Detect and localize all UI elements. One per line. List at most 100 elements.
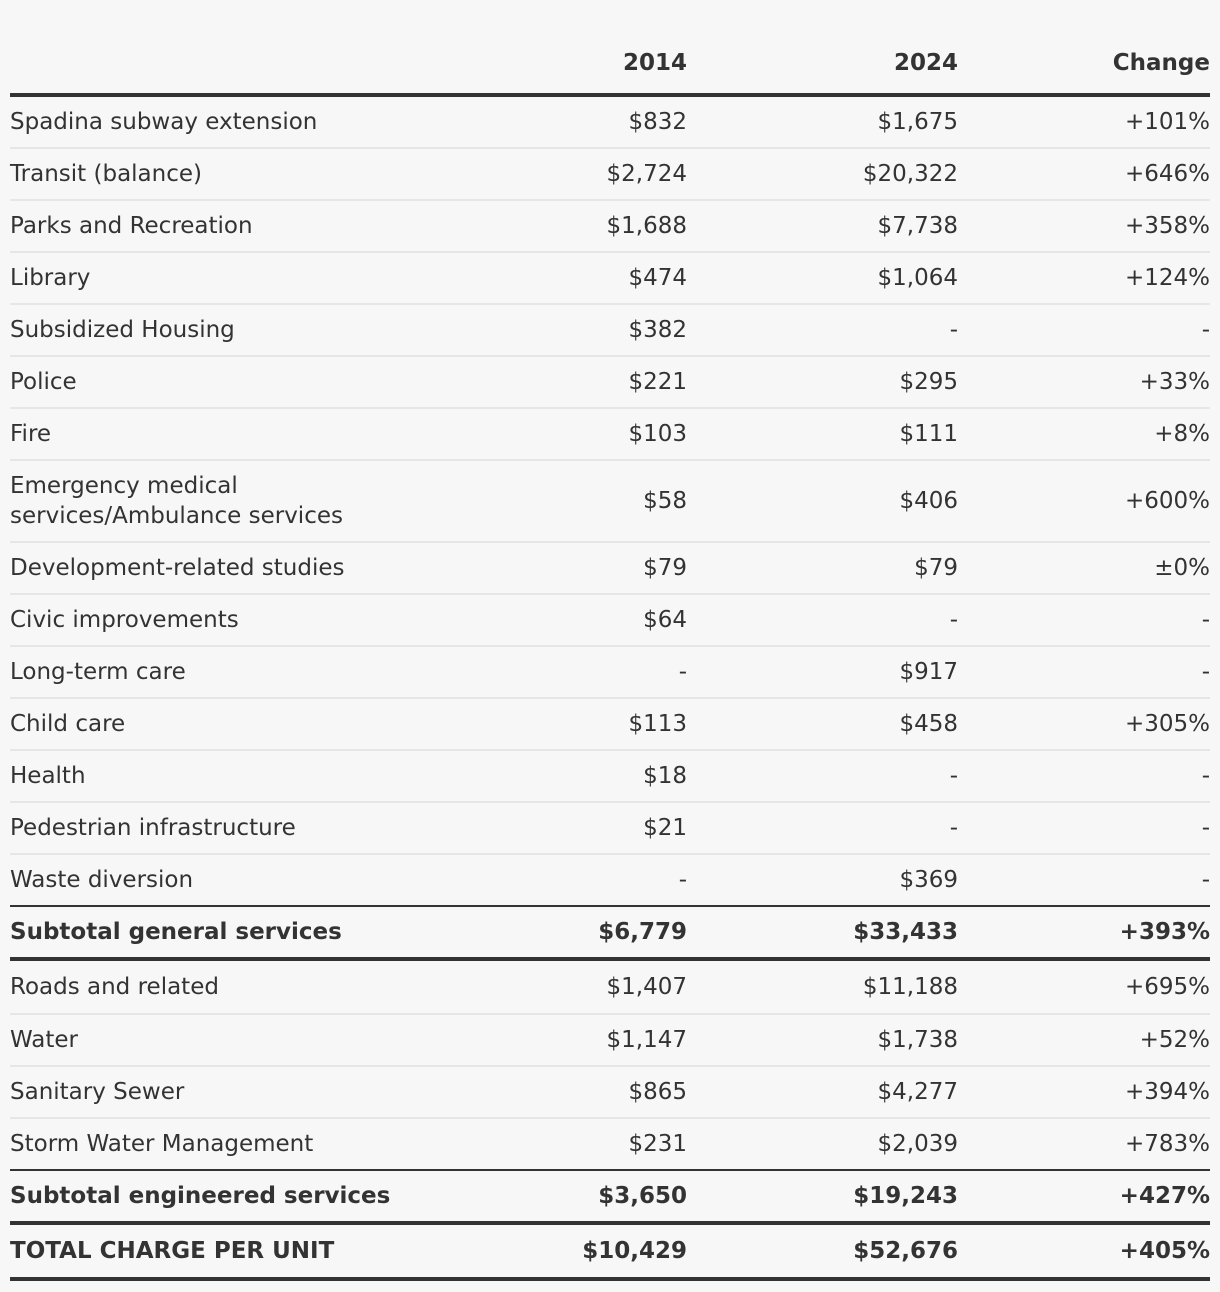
table-row: Library $474 $1,064 +124% xyxy=(10,252,1210,305)
row-label: Parks and Recreation xyxy=(10,200,530,253)
value-2014: $1,147 xyxy=(530,1014,687,1067)
value-2014: $1,407 xyxy=(530,959,687,1015)
value-2024: $2,039 xyxy=(687,1118,958,1171)
development-charges-table: 2014 2024 Change Spadina subway extensio… xyxy=(10,0,1210,1281)
value-change: +600% xyxy=(958,460,1210,543)
row-label: Fire xyxy=(10,408,530,461)
value-2024: $11,188 xyxy=(687,959,958,1015)
value-2024: $1,675 xyxy=(687,95,958,149)
value-2014: $474 xyxy=(530,252,687,305)
row-label: Health xyxy=(10,750,530,803)
value-change: - xyxy=(958,854,1210,907)
charges-table-container: 2014 2024 Change Spadina subway extensio… xyxy=(10,0,1210,1281)
value-change: +646% xyxy=(958,148,1210,201)
value-change: - xyxy=(958,304,1210,357)
table-row: Roads and related $1,407 $11,188 +695% xyxy=(10,959,1210,1015)
table-row: Water $1,147 $1,738 +52% xyxy=(10,1014,1210,1067)
value-change: +695% xyxy=(958,959,1210,1015)
table-header-row: 2014 2024 Change xyxy=(10,0,1210,97)
table-row: Emergency medical services/Ambulance ser… xyxy=(10,460,1210,543)
value-2024: $406 xyxy=(687,460,958,543)
row-label: Storm Water Management xyxy=(10,1118,530,1171)
row-label: Subtotal general services xyxy=(10,906,530,961)
value-2024: $33,433 xyxy=(687,906,958,961)
table-row: Development-related studies $79 $79 ±0% xyxy=(10,542,1210,595)
table-row: Health $18 - - xyxy=(10,750,1210,803)
value-change: +783% xyxy=(958,1118,1210,1171)
value-change: - xyxy=(958,646,1210,699)
subtotal-engineered-row: Subtotal engineered services $3,650 $19,… xyxy=(10,1170,1210,1225)
table-row: Sanitary Sewer $865 $4,277 +394% xyxy=(10,1066,1210,1119)
value-change: - xyxy=(958,802,1210,855)
value-2024: $20,322 xyxy=(687,148,958,201)
row-label: Long-term care xyxy=(10,646,530,699)
header-change: Change xyxy=(958,0,1210,97)
value-change: ±0% xyxy=(958,542,1210,595)
value-2014: $18 xyxy=(530,750,687,803)
total-row: TOTAL CHARGE PER UNIT $10,429 $52,676 +4… xyxy=(10,1223,1210,1281)
table-row: Police $221 $295 +33% xyxy=(10,356,1210,409)
value-change: - xyxy=(958,594,1210,647)
table-row: Parks and Recreation $1,688 $7,738 +358% xyxy=(10,200,1210,253)
value-change: +394% xyxy=(958,1066,1210,1119)
value-2014: $1,688 xyxy=(530,200,687,253)
value-change: +124% xyxy=(958,252,1210,305)
table-row: Fire $103 $111 +8% xyxy=(10,408,1210,461)
value-2014: $58 xyxy=(530,460,687,543)
value-2014: - xyxy=(530,646,687,699)
table-row: Subsidized Housing $382 - - xyxy=(10,304,1210,357)
value-2014: $113 xyxy=(530,698,687,751)
table-row: Civic improvements $64 - - xyxy=(10,594,1210,647)
table-row: Storm Water Management $231 $2,039 +783% xyxy=(10,1118,1210,1171)
row-label: Spadina subway extension xyxy=(10,95,530,149)
table-row: Transit (balance) $2,724 $20,322 +646% xyxy=(10,148,1210,201)
value-2014: $382 xyxy=(530,304,687,357)
value-2014: $64 xyxy=(530,594,687,647)
row-label: Library xyxy=(10,252,530,305)
value-2014: $832 xyxy=(530,95,687,149)
header-2014: 2014 xyxy=(530,0,687,97)
row-label: Transit (balance) xyxy=(10,148,530,201)
value-2014: $21 xyxy=(530,802,687,855)
header-category xyxy=(10,0,530,97)
value-change: +101% xyxy=(958,95,1210,149)
value-2024: $52,676 xyxy=(687,1223,958,1281)
value-2014: $6,779 xyxy=(530,906,687,961)
value-change: - xyxy=(958,750,1210,803)
row-label: Sanitary Sewer xyxy=(10,1066,530,1119)
row-label: Development-related studies xyxy=(10,542,530,595)
value-2024: - xyxy=(687,304,958,357)
value-2024: $1,064 xyxy=(687,252,958,305)
value-change: +427% xyxy=(958,1170,1210,1225)
row-label: Waste diversion xyxy=(10,854,530,907)
table-row: Pedestrian infrastructure $21 - - xyxy=(10,802,1210,855)
row-label: Civic improvements xyxy=(10,594,530,647)
value-2024: $79 xyxy=(687,542,958,595)
value-2024: $19,243 xyxy=(687,1170,958,1225)
value-2024: - xyxy=(687,594,958,647)
value-change: +393% xyxy=(958,906,1210,961)
value-change: +52% xyxy=(958,1014,1210,1067)
value-2024: $1,738 xyxy=(687,1014,958,1067)
value-2024: $4,277 xyxy=(687,1066,958,1119)
row-label: Roads and related xyxy=(10,959,530,1015)
row-label: Police xyxy=(10,356,530,409)
value-2024: - xyxy=(687,802,958,855)
header-2024: 2024 xyxy=(687,0,958,97)
value-2014: - xyxy=(530,854,687,907)
value-2014: $231 xyxy=(530,1118,687,1171)
subtotal-general-row: Subtotal general services $6,779 $33,433… xyxy=(10,906,1210,961)
value-2024: $369 xyxy=(687,854,958,907)
row-label: TOTAL CHARGE PER UNIT xyxy=(10,1223,530,1281)
value-2014: $221 xyxy=(530,356,687,409)
row-label: Subtotal engineered services xyxy=(10,1170,530,1225)
value-2014: $103 xyxy=(530,408,687,461)
table-row: Spadina subway extension $832 $1,675 +10… xyxy=(10,95,1210,149)
row-label: Child care xyxy=(10,698,530,751)
value-change: +358% xyxy=(958,200,1210,253)
row-label: Emergency medical services/Ambulance ser… xyxy=(10,460,530,543)
value-change: +33% xyxy=(958,356,1210,409)
table-row: Child care $113 $458 +305% xyxy=(10,698,1210,751)
table-row: Waste diversion - $369 - xyxy=(10,854,1210,907)
value-2024: $295 xyxy=(687,356,958,409)
